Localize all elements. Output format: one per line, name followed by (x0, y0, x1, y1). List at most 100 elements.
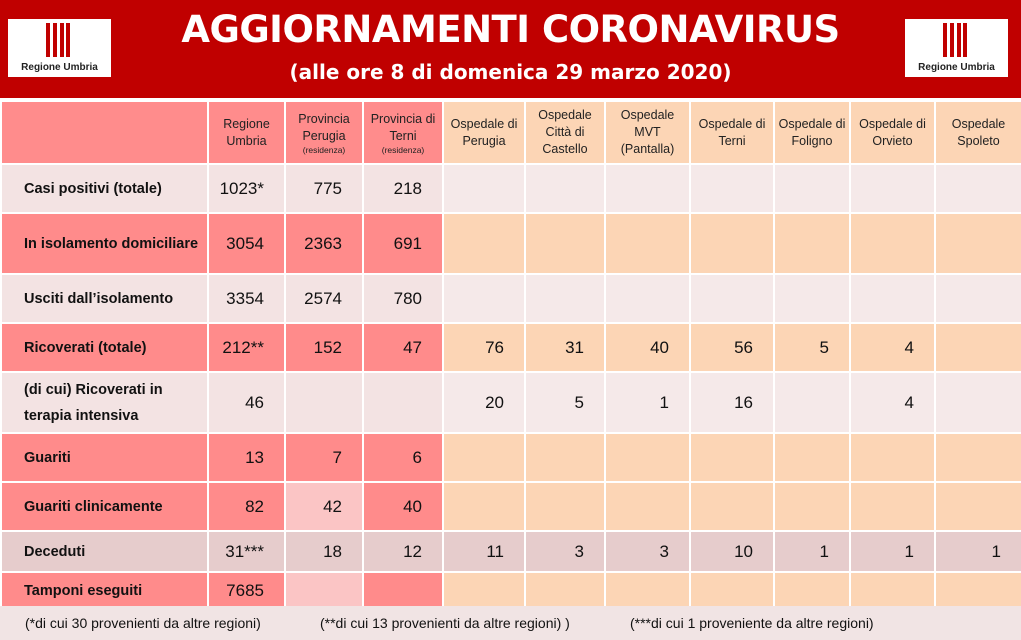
table-cell: 1 (849, 530, 936, 573)
col-header: Ospedale MVT (Pantalla) (604, 100, 691, 165)
col-header: Regione Umbria (207, 100, 286, 165)
table-cell (604, 212, 691, 275)
row-label: Guariti (0, 432, 209, 483)
table-cell (524, 481, 606, 532)
logo-text: Regione Umbria (918, 62, 995, 73)
table-cell (524, 212, 606, 275)
table-cell: 31*** (207, 530, 286, 573)
table-row: Ricoverati (totale) 212** 152 47 76 31 40 56 5 4 (0, 322, 1021, 373)
table-cell (524, 432, 606, 483)
regione-umbria-emblem-icon (46, 23, 70, 57)
col-header: Ospedale di Orvieto (849, 100, 936, 165)
table-cell: 7685 (207, 571, 286, 610)
table-cell (442, 212, 526, 275)
table-cell (773, 481, 851, 532)
table-cell (604, 481, 691, 532)
table-cell (442, 163, 526, 214)
table-cell (773, 571, 851, 610)
table-cell: 46 (207, 371, 286, 434)
row-label: Guariti clinicamente (0, 481, 209, 532)
table-row: (di cui) Ricoverati in terapia intensiva… (0, 371, 1021, 434)
row-label: Casi positivi (totale) (0, 163, 209, 214)
table-cell (524, 273, 606, 324)
table-cell: 152 (284, 322, 364, 373)
table-cell (604, 273, 691, 324)
table-cell (442, 432, 526, 483)
data-table: Regione Umbria Provincia Perugia (residen… (0, 100, 1021, 610)
table-cell: 82 (207, 481, 286, 532)
table-cell: 5 (524, 371, 606, 434)
table-cell: 42 (284, 481, 364, 532)
table-cell: 218 (362, 163, 444, 214)
table-cell: 40 (362, 481, 444, 532)
table-cell (773, 212, 851, 275)
table-row: Casi positivi (totale) 1023* 775 218 (0, 163, 1021, 214)
col-header: Ospedale di Perugia (442, 100, 526, 165)
regione-umbria-logo-right: Regione Umbria (905, 19, 1008, 77)
table-cell: 691 (362, 212, 444, 275)
col-header: Ospedale di Foligno (773, 100, 851, 165)
page-subtitle: (alle ore 8 di domenica 29 marzo 2020) (289, 60, 732, 84)
table-cell (773, 371, 851, 434)
table-cell (934, 322, 1021, 373)
regione-umbria-emblem-icon (943, 23, 967, 57)
table-cell: 1 (604, 371, 691, 434)
table-cell: 12 (362, 530, 444, 573)
table-cell (689, 571, 775, 610)
table-cell (689, 212, 775, 275)
table-cell (849, 481, 936, 532)
col-header: Ospedale di Terni (689, 100, 775, 165)
table-row: Deceduti 31*** 18 12 11 3 3 10 1 1 1 (0, 530, 1021, 573)
table-cell: 1023* (207, 163, 286, 214)
table-cell: 775 (284, 163, 364, 214)
table-cell: 7 (284, 432, 364, 483)
row-label: (di cui) Ricoverati in terapia intensiva (0, 371, 209, 434)
table-cell (689, 273, 775, 324)
table-cell: 76 (442, 322, 526, 373)
table-cell (284, 371, 364, 434)
table-cell (934, 432, 1021, 483)
table-cell (849, 432, 936, 483)
table-cell: 3 (524, 530, 606, 573)
header-banner: Regione Umbria AGGIORNAMENTI CORONAVIRUS… (0, 0, 1021, 98)
table-cell: 31 (524, 322, 606, 373)
footnote-1: (*di cui 30 provenienti da altre regioni… (25, 615, 261, 631)
table-cell: 47 (362, 322, 444, 373)
table-cell (849, 273, 936, 324)
table-cell (604, 163, 691, 214)
table-cell (689, 432, 775, 483)
table-cell (442, 481, 526, 532)
row-label: Ricoverati (totale) (0, 322, 209, 373)
table-cell: 3 (604, 530, 691, 573)
table-cell: 40 (604, 322, 691, 373)
table-cell: 2574 (284, 273, 364, 324)
table-cell (362, 371, 444, 434)
table-cell (934, 571, 1021, 610)
table-cell (604, 432, 691, 483)
table-cell: 3354 (207, 273, 286, 324)
col-header: Provincia di Terni (residenza) (362, 100, 444, 165)
footnote-2: (**di cui 13 provenienti da altre region… (320, 615, 570, 631)
footnotes-bar: (*di cui 30 provenienti da altre regioni… (0, 606, 1021, 640)
table-cell (524, 571, 606, 610)
table-cell: 1 (934, 530, 1021, 573)
table-cell: 16 (689, 371, 775, 434)
table-cell (773, 163, 851, 214)
table-cell (934, 273, 1021, 324)
table-cell (773, 432, 851, 483)
table-cell: 11 (442, 530, 526, 573)
table-cell: 6 (362, 432, 444, 483)
table-cell (689, 481, 775, 532)
page-title: AGGIORNAMENTI CORONAVIRUS (181, 8, 840, 51)
table-cell (524, 163, 606, 214)
col-header: Provincia Perugia (residenza) (284, 100, 364, 165)
row-label: In isolamento domiciliare (0, 212, 209, 275)
table-cell: 212** (207, 322, 286, 373)
table-cell (934, 371, 1021, 434)
table-cell: 56 (689, 322, 775, 373)
row-label: Deceduti (0, 530, 209, 573)
table-cell (934, 163, 1021, 214)
corner-cell (0, 100, 209, 165)
col-header: Ospedale Spoleto (934, 100, 1021, 165)
table-cell: 2363 (284, 212, 364, 275)
